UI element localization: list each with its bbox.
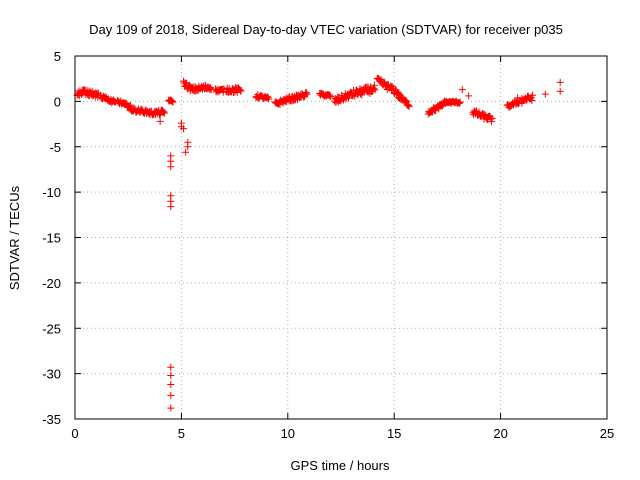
y-tick-label: -20 xyxy=(42,276,61,291)
data-point xyxy=(302,89,310,97)
data-point xyxy=(435,105,443,113)
data-point xyxy=(487,118,495,126)
data-point xyxy=(395,91,403,99)
data-point xyxy=(264,94,272,102)
x-tick-label: 5 xyxy=(178,426,185,441)
data-point xyxy=(528,96,536,104)
data-point xyxy=(556,87,564,95)
data-point xyxy=(488,114,496,122)
data-point xyxy=(401,96,409,104)
data-point xyxy=(168,98,176,106)
data-point xyxy=(344,94,352,102)
y-tick-label: -25 xyxy=(42,321,61,336)
data-point xyxy=(167,371,175,379)
x-tick-label: 10 xyxy=(281,426,295,441)
data-point xyxy=(456,99,464,107)
grid-lines xyxy=(75,56,607,419)
y-tick-label: -10 xyxy=(42,185,61,200)
data-point xyxy=(160,109,168,117)
data-point xyxy=(167,381,175,389)
y-tick-label: 0 xyxy=(54,94,61,109)
data-point xyxy=(371,86,379,94)
y-tick-label: -15 xyxy=(42,231,61,246)
data-points xyxy=(73,74,564,412)
data-point xyxy=(265,95,273,103)
data-point xyxy=(160,108,168,116)
data-point xyxy=(556,78,564,86)
x-tick-label: 15 xyxy=(387,426,401,441)
data-point xyxy=(182,148,190,156)
y-axis-label: SDTVAR / TECUs xyxy=(7,185,22,290)
chart-title: Day 109 of 2018, Sidereal Day-to-day VTE… xyxy=(89,22,563,37)
data-point xyxy=(326,93,334,101)
data-point xyxy=(167,203,175,211)
data-point xyxy=(156,111,164,119)
data-point xyxy=(167,404,175,412)
data-point xyxy=(167,363,175,371)
data-point xyxy=(168,97,176,105)
data-point xyxy=(432,106,440,114)
y-tick-label: 5 xyxy=(54,49,61,64)
data-point xyxy=(458,86,466,94)
y-tick-label: -30 xyxy=(42,367,61,382)
data-point xyxy=(180,125,188,133)
x-tick-label: 20 xyxy=(493,426,507,441)
data-point xyxy=(167,96,175,104)
tick-labels: 0 5 10 15 20 25 5 0 -5 -10 -15 -20 -25 -30 -35 xyxy=(42,49,614,441)
data-point xyxy=(169,98,177,106)
data-point xyxy=(403,97,411,105)
x-axis-label: GPS time / hours xyxy=(291,458,390,473)
data-point xyxy=(465,92,473,100)
data-point xyxy=(370,85,378,93)
data-point xyxy=(405,103,413,111)
data-point xyxy=(370,81,378,89)
data-point xyxy=(472,107,480,115)
data-point xyxy=(78,90,86,98)
data-point xyxy=(326,91,334,99)
data-point xyxy=(514,94,522,102)
data-point xyxy=(303,90,311,98)
x-tick-label: 25 xyxy=(600,426,614,441)
data-point xyxy=(388,82,396,90)
data-point xyxy=(237,87,245,95)
x-tick-label: 0 xyxy=(71,426,78,441)
data-point xyxy=(236,86,244,94)
data-point xyxy=(167,163,175,171)
data-point xyxy=(302,88,310,96)
data-point xyxy=(184,143,192,151)
y-tick-label: -35 xyxy=(42,412,61,427)
data-point xyxy=(207,84,215,92)
data-point xyxy=(518,99,526,107)
data-point xyxy=(527,95,535,103)
data-point xyxy=(455,99,463,107)
data-point xyxy=(529,91,537,99)
data-point xyxy=(456,98,464,106)
data-point xyxy=(156,117,164,125)
y-tick-label: -5 xyxy=(49,140,61,155)
data-point xyxy=(122,99,130,107)
data-point xyxy=(404,101,412,109)
data-point xyxy=(541,90,549,98)
plot-frame xyxy=(74,55,608,420)
data-point xyxy=(167,391,175,399)
